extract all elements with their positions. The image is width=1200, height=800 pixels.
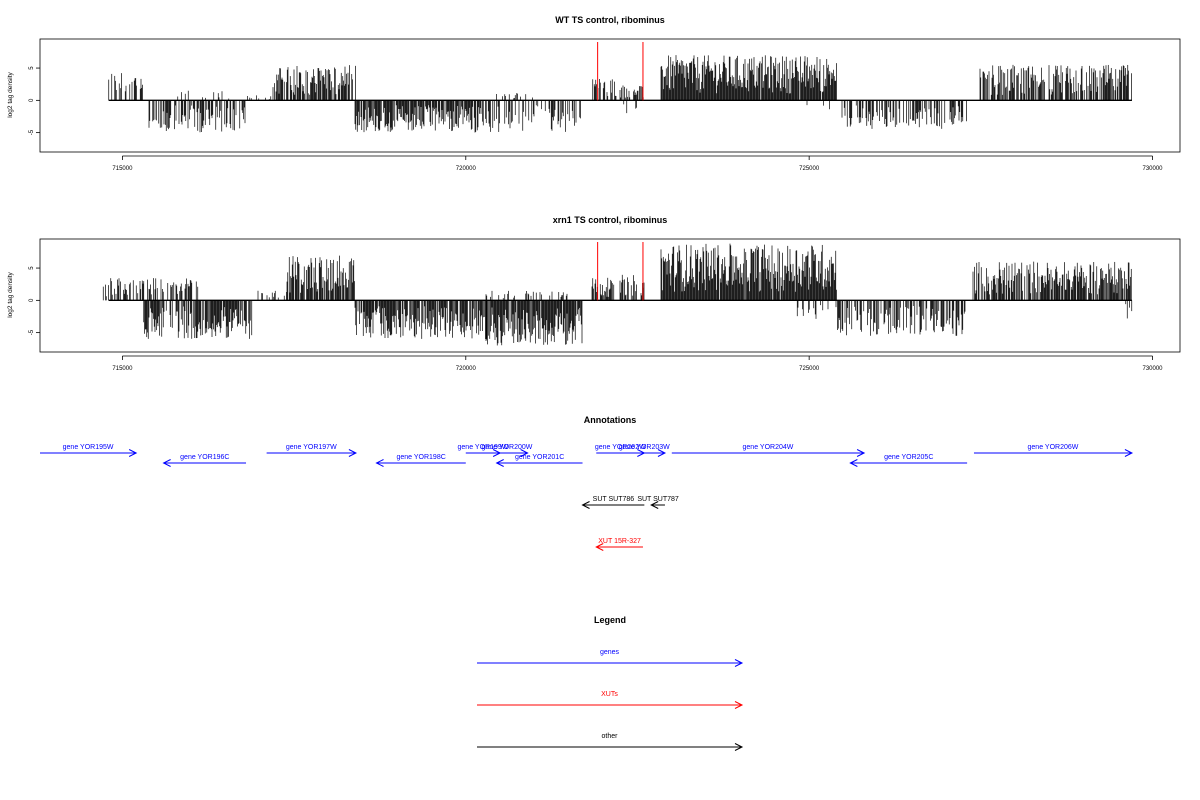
x-tick-label: 720000 [456,166,477,172]
feature-arrow-head [581,501,590,509]
feature-label: gene YOR204W [743,444,794,451]
x-tick-label: 725000 [799,366,820,372]
panel-wt-plot-box [39,38,1181,153]
feature-arrow-head [595,543,604,551]
feature-label: XUT 15R-327 [598,538,641,545]
annotation-feature: gene YOR205C [849,454,968,467]
feature-label: gene YOR202W [595,444,646,451]
legend-title: Legend [594,615,626,625]
legend-item-label: XUTs [601,691,618,698]
feature-label: gene YOR205C [884,454,933,461]
feature-label: gene YOR198C [396,454,445,461]
annotation-feature: gene YOR195W [40,444,138,457]
feature-arrow-head [856,449,866,457]
panel-wt-y-axis-label: log2 tag density [7,71,14,117]
feature-label: gene YOR201C [515,454,564,461]
panel-xrn1-y-axis-label: log2 tag density [7,271,14,317]
annotation-feature: gene YOR204W [671,444,866,457]
feature-arrow-head [657,449,667,457]
annotations-title: Annotations [584,415,637,425]
y-tick-label: 5 [29,66,35,70]
legend-item: genes [477,649,744,667]
legend-item-label: other [602,733,619,740]
feature-label: gene YOR203W [619,444,670,451]
annotation-feature: gene YOR200W [482,444,533,457]
annotation-feature: gene YOR206W [973,444,1134,457]
feature-label: gene YOR197W [286,444,337,451]
feature-label: gene YOR200W [482,444,533,451]
annotation-feature: gene YOR198C [375,454,466,467]
panel-xrn1-plot-box [39,238,1181,353]
legend-items: genes XUTs other [477,649,744,751]
y-tick-label: 0 [29,98,35,102]
feature-label: gene YOR195W [63,444,114,451]
feature-label: SUT SUT786 [593,496,635,503]
x-tick-label: 715000 [112,166,133,172]
panel-wt: WT TS control, ribominus log2 tag densit… [7,15,1181,172]
annotation-feature: gene YOR197W [266,444,358,457]
legend-item-label: genes [600,649,620,656]
feature-label: gene YOR199W [458,444,509,451]
y-tick-label: -5 [29,329,35,335]
legend-arrow-head [734,701,744,709]
y-tick-label: 5 [29,266,35,270]
annotation-feature: gene YOR201C [495,454,583,467]
legend-item: other [477,733,744,751]
annotation-feature: gene YOR196C [162,454,247,467]
legend-panel: Legend genes XUTs other [477,615,744,751]
panel-wt-marks: -5 0 5 715000 720000 725000 730000 [29,42,1163,172]
annotation-feature: gene YOR203W [619,444,670,457]
legend-arrow-head [734,659,744,667]
x-tick-label: 725000 [799,166,820,172]
feature-arrow-head [849,459,858,467]
feature-arrow-head [1124,449,1134,457]
annotation-features: gene YOR195W gene YOR196C gene YOR197W gene… [40,444,1134,551]
legend-arrow-head [734,743,744,751]
feature-arrow-head [495,459,504,467]
panel-xrn1: xrn1 TS control, ribominus log2 tag dens… [7,215,1181,372]
y-tick-label: 0 [29,298,35,302]
panel-wt-title: WT TS control, ribominus [555,15,665,25]
feature-arrow-head [128,449,138,457]
annotation-feature: SUT SUT787 [637,496,679,509]
annotation-feature: XUT 15R-327 [595,538,643,551]
legend-item: XUTs [477,691,744,709]
feature-label: gene YOR196C [180,454,229,461]
panel-xrn1-marks: -5 0 5 715000 720000 725000 730000 [29,242,1163,372]
feature-arrow-head [375,459,384,467]
feature-arrow-head [348,449,358,457]
feature-arrow-head [162,459,171,467]
panel-xrn1-title: xrn1 TS control, ribominus [553,215,668,225]
feature-label: SUT SUT787 [637,496,679,503]
x-tick-label: 720000 [456,366,477,372]
y-tick-label: -5 [29,129,35,135]
feature-arrow-head [520,449,529,457]
x-tick-label: 715000 [112,366,133,372]
x-tick-label: 730000 [1143,366,1164,372]
annotation-feature: SUT SUT786 [581,496,645,509]
feature-label: gene YOR206W [1028,444,1079,451]
feature-arrow-head [650,501,659,509]
x-tick-label: 730000 [1143,166,1164,172]
